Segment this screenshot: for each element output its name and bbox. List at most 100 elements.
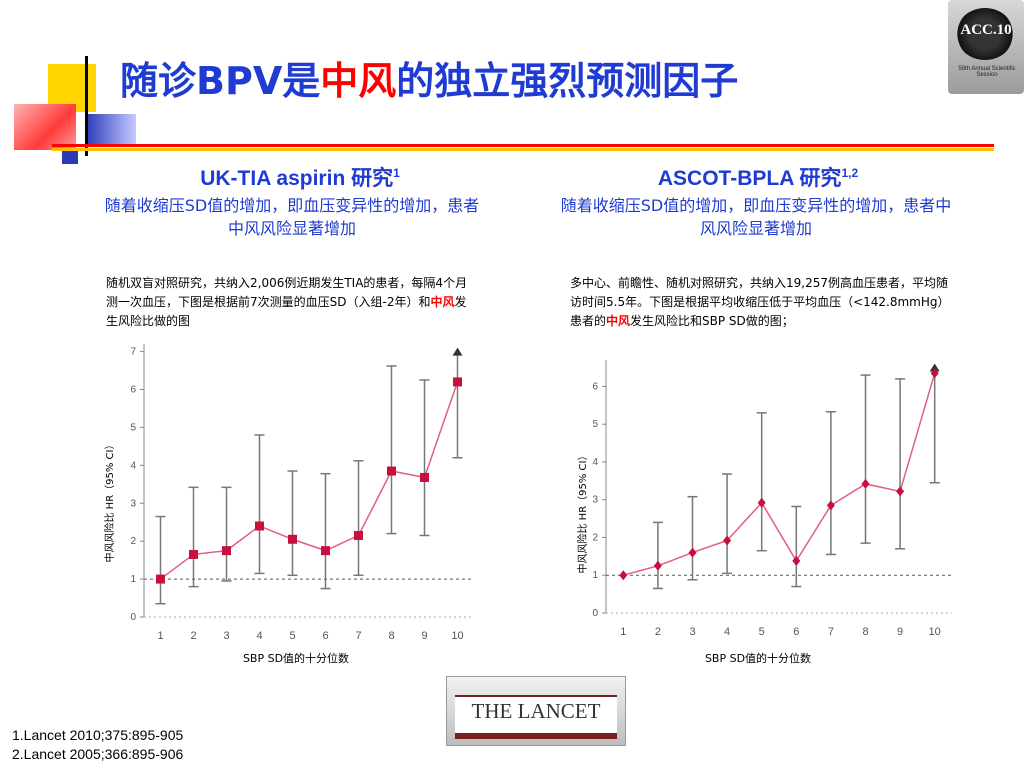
data-point <box>255 521 264 531</box>
reference-2: 2.Lancet 2005;366:895-906 <box>12 746 184 762</box>
left-desc-highlight: 中风 <box>430 295 455 309</box>
x-tick-label: 1 <box>157 630 163 642</box>
x-tick-label: 5 <box>759 626 765 638</box>
data-point <box>653 560 662 571</box>
y-tick-label: 1 <box>592 570 598 581</box>
x-tick-label: 3 <box>223 630 229 642</box>
title-part1: 随诊BPV是 <box>120 59 321 103</box>
x-tick-label: 5 <box>289 630 295 642</box>
y-tick-label: 3 <box>592 495 598 506</box>
data-point <box>354 530 363 540</box>
data-point <box>619 570 628 581</box>
right-desc-highlight: 中风 <box>606 314 631 328</box>
data-point <box>723 535 732 546</box>
right-y-axis-label: 中风风险比 HR（95% CI） <box>578 450 589 574</box>
error-bar-arrow <box>452 347 463 356</box>
lancet-logo-text: THE LANCET <box>471 699 601 723</box>
series-line <box>623 373 936 576</box>
data-point <box>861 478 870 489</box>
right-desc-text2: 发生风险比和SBP SD做的图； <box>630 314 794 328</box>
data-point <box>930 368 939 379</box>
slide-title: 随诊BPV是中风的独立强烈预测因子 <box>120 50 738 105</box>
y-tick-label: 5 <box>130 422 136 433</box>
y-tick-label: 3 <box>130 498 136 509</box>
chart-left: 0 1 2 3 4 5 6 7 1 2 3 4 5 6 7 8 9 10 <box>130 344 474 642</box>
data-point <box>222 546 231 556</box>
x-tick-label: 2 <box>655 626 661 638</box>
left-heading: UK-TIA aspirin 研究1 <box>110 162 490 192</box>
x-tick-label: 1 <box>620 626 626 638</box>
x-tick-label: 8 <box>388 630 394 642</box>
y-tick-label: 2 <box>592 532 598 543</box>
right-subheading: 随着收缩压SD值的增加，即血压变异性的增加，患者中风风险显著增加 <box>560 196 952 238</box>
x-tick-label: 9 <box>897 626 903 638</box>
left-y-axis-label: 中风风险比 HR（95% CI） <box>105 439 116 563</box>
title-divider-gold <box>52 148 994 151</box>
left-desc-text1: 随机双盲对照研究，共纳入2,006例近期发生TIA的患者，每隔4个月测一次血压，… <box>106 276 468 309</box>
y-tick-label: 0 <box>130 612 136 623</box>
y-tick-label: 7 <box>130 347 136 358</box>
right-x-axis-label: SBP SD值的十分位数 <box>704 652 812 665</box>
acc-logo-text: ACC.10 <box>960 22 1012 38</box>
right-description: 多中心、前瞻性、随机对照研究，共纳入19,257例高血压患者，平均随访时间5.5… <box>570 274 950 331</box>
data-point <box>757 497 766 508</box>
data-point <box>321 546 330 556</box>
decor-red-square <box>14 104 76 150</box>
data-point <box>826 500 835 511</box>
decor-small-square <box>62 150 78 164</box>
x-tick-label: 10 <box>451 630 463 642</box>
x-tick-label: 7 <box>828 626 834 638</box>
left-desc-text2: 发生风险比做的图 <box>106 295 467 328</box>
y-tick-label: 6 <box>592 381 598 392</box>
x-tick-label: 2 <box>190 630 196 642</box>
lancet-logo: THE LANCET <box>446 676 626 746</box>
x-tick-label: 9 <box>421 630 427 642</box>
y-tick-label: 4 <box>592 457 598 468</box>
y-tick-label: 0 <box>592 608 598 619</box>
y-tick-label: 6 <box>130 385 136 396</box>
x-tick-label: 6 <box>793 626 799 638</box>
left-x-axis-label: SBP SD值的十分位数 <box>242 652 350 665</box>
acc-logo: ACC.10 59th Annual Scientific Session <box>948 0 1024 94</box>
data-point <box>688 547 697 558</box>
data-point <box>387 466 396 476</box>
y-tick-label: 1 <box>130 574 136 585</box>
x-tick-label: 7 <box>355 630 361 642</box>
data-point <box>420 472 429 482</box>
left-heading-text: UK-TIA aspirin 研究 <box>200 167 394 190</box>
error-bar-arrow <box>929 363 940 372</box>
y-tick-label: 5 <box>592 419 598 430</box>
left-heading-sup: 1 <box>393 166 400 180</box>
data-point <box>288 534 297 544</box>
right-heading-sup: 1,2 <box>841 166 859 180</box>
acc-logo-emblem <box>956 8 1014 60</box>
data-point <box>156 574 165 584</box>
x-tick-label: 10 <box>929 626 941 638</box>
reference-1: 1.Lancet 2010;375:895-905 <box>12 727 184 743</box>
x-tick-label: 3 <box>689 626 695 638</box>
x-tick-label: 4 <box>724 626 730 638</box>
data-point <box>792 555 801 566</box>
title-divider-red <box>52 144 994 147</box>
decor-blue-bar <box>86 114 136 146</box>
right-heading-text: ASCOT-BPLA 研究 <box>657 167 842 190</box>
right-heading: ASCOT-BPLA 研究1,2 <box>568 162 948 192</box>
x-tick-label: 6 <box>322 630 328 642</box>
decor-vertical-line <box>85 56 88 156</box>
y-tick-label: 4 <box>130 460 136 471</box>
x-tick-label: 4 <box>256 630 262 642</box>
lancet-logo-band: THE LANCET <box>455 695 617 739</box>
left-subheading: 随着收缩压SD值的增加，即血压变异性的增加，患者中风风险显著增加 <box>104 196 480 238</box>
x-tick-label: 8 <box>862 626 868 638</box>
y-tick-label: 2 <box>130 536 136 547</box>
data-point <box>896 486 905 497</box>
acc-logo-subtext: 59th Annual Scientific Session <box>958 66 1016 78</box>
title-highlight: 中风 <box>320 59 397 103</box>
chart-right: 0 1 2 3 4 5 6 1 2 3 4 5 6 7 8 9 10 <box>592 360 952 638</box>
data-point <box>189 549 198 559</box>
data-point <box>453 377 462 387</box>
right-desc-text1: 多中心、前瞻性、随机对照研究，共纳入19,257例高血压患者，平均随访时间5.5… <box>570 276 950 328</box>
series-line <box>160 381 459 580</box>
title-part3: 的独立强烈预测因子 <box>396 59 739 103</box>
left-description: 随机双盲对照研究，共纳入2,006例近期发生TIA的患者，每隔4个月测一次血压，… <box>106 274 476 331</box>
